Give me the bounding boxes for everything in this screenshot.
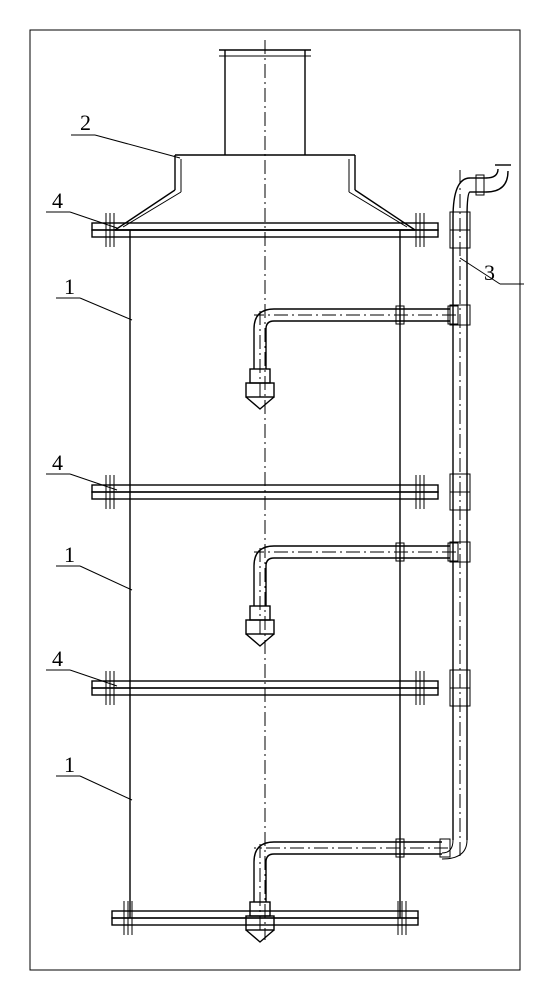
callout: 3 [460, 258, 524, 285]
callout-number: 1 [64, 542, 75, 567]
callout-number: 2 [80, 110, 91, 135]
callout: 1 [56, 274, 132, 320]
callout-number: 4 [52, 188, 63, 213]
callout: 2 [71, 110, 180, 158]
callout: 1 [56, 752, 132, 800]
callout-number: 4 [52, 646, 63, 671]
callout-number: 4 [52, 450, 63, 475]
branches [246, 306, 458, 942]
technical-drawing: 2 4 1 4 1 4 1 3 [0, 0, 550, 1000]
branch [246, 306, 458, 409]
figure-border [30, 30, 520, 970]
callout-number: 1 [64, 274, 75, 299]
callout-number: 1 [64, 752, 75, 777]
branch [246, 543, 458, 646]
callout: 1 [56, 542, 132, 590]
callout-number: 3 [484, 260, 495, 285]
branch [246, 839, 450, 942]
